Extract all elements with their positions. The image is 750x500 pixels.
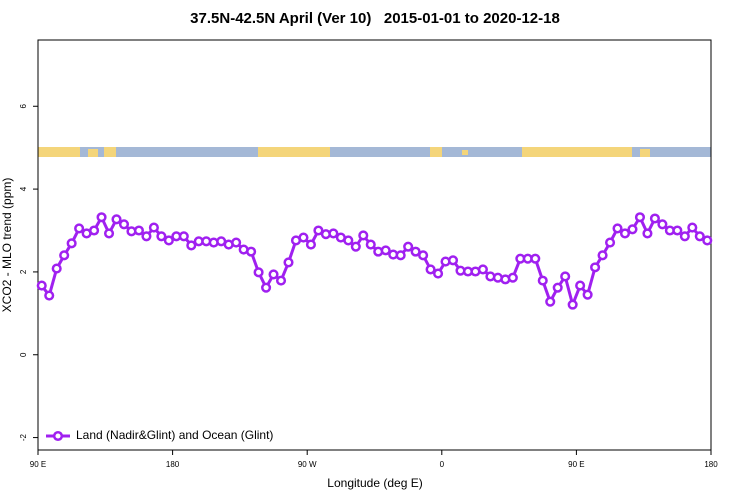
data-point (582, 289, 593, 300)
data-point (231, 237, 242, 248)
data-point (328, 228, 339, 239)
data-point (410, 246, 421, 257)
data-point (649, 213, 660, 224)
data-point (111, 214, 122, 225)
data-point (537, 275, 548, 286)
data-point (305, 239, 316, 250)
data-point (642, 228, 653, 239)
data-point (552, 282, 563, 293)
data-point (679, 231, 690, 242)
data-point (619, 228, 631, 239)
data-point (567, 299, 578, 310)
data-point (103, 228, 115, 239)
data-point (96, 212, 107, 223)
data-point (66, 238, 77, 249)
data-point (246, 246, 257, 257)
data-point (186, 240, 197, 251)
data-point (657, 219, 668, 230)
y-tick-label: 2 (19, 269, 28, 274)
y-tick-label: -2 (19, 433, 28, 441)
data-point (253, 267, 264, 278)
x-tick-label: 180 (704, 460, 718, 469)
data-point (702, 235, 713, 246)
data-point (283, 257, 294, 268)
data-point (447, 255, 459, 266)
x-tick-label: 180 (166, 460, 180, 469)
data-point (477, 264, 488, 275)
y-tick-label: 6 (19, 103, 28, 108)
x-tick-label: 90 E (568, 460, 584, 469)
data-point (590, 262, 601, 273)
x-tick-label: 0 (440, 460, 445, 469)
data-point (358, 230, 369, 241)
y-tick-label: 0 (19, 352, 28, 357)
data-point (261, 282, 272, 293)
data-point (425, 264, 436, 275)
data-point (44, 290, 55, 301)
data-point (380, 245, 391, 256)
x-axis-label: Longitude (deg E) (327, 476, 422, 490)
data-point (51, 263, 62, 274)
chart-title: 37.5N-42.5N April (Ver 10) 2015-01-01 to… (190, 10, 560, 27)
legend-marker (52, 430, 64, 442)
data-point (36, 280, 47, 291)
data-point (350, 241, 361, 252)
data-point (395, 250, 406, 261)
data-point (298, 232, 309, 243)
data-point (275, 275, 287, 286)
data-point (365, 239, 376, 250)
data-point (687, 222, 698, 233)
data-point (89, 225, 100, 236)
legend-label: Land (Nadir&Glint) and Ocean (Glint) (76, 428, 273, 442)
data-point (545, 296, 556, 307)
data-point (672, 225, 683, 236)
data-point (605, 237, 616, 248)
y-tick-label: 4 (19, 186, 28, 191)
data-point (612, 223, 623, 234)
data-point (156, 231, 167, 242)
plot-frame (37, 39, 712, 451)
data-point (141, 231, 152, 242)
y-axis-label: XCO2 - MLO trend (ppm) (0, 178, 14, 313)
data-point (507, 272, 518, 283)
data-point (433, 268, 444, 279)
data-point (694, 231, 705, 242)
data-point (403, 241, 414, 252)
data-point (163, 235, 174, 246)
data-point (597, 250, 608, 261)
data-point (268, 269, 279, 280)
x-tick-label: 90 W (298, 460, 317, 469)
data-point (418, 250, 429, 261)
land-ocean-strip (38, 147, 711, 157)
data-point (313, 225, 324, 236)
data-point (59, 250, 70, 261)
data-point (178, 231, 189, 242)
data-point (634, 212, 646, 223)
data-point (530, 253, 541, 264)
data-point (627, 224, 638, 235)
data-point (343, 235, 354, 246)
data-point (560, 271, 571, 282)
x-tick-label: 90 E (30, 460, 46, 469)
data-point (148, 222, 159, 233)
data-point (74, 223, 85, 234)
data-point (133, 225, 144, 236)
data-point (575, 280, 586, 291)
data-point (118, 219, 130, 230)
